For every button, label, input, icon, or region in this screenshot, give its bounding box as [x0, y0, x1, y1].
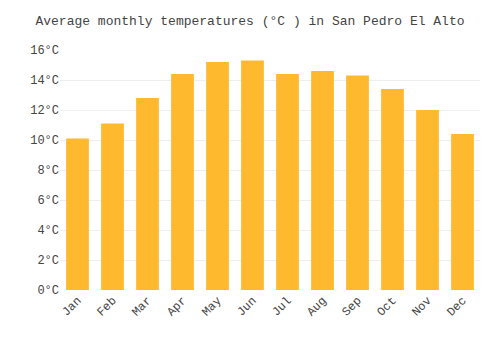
svg-text:Aug: Aug [304, 294, 329, 319]
svg-text:Oct: Oct [374, 294, 399, 319]
svg-text:Jun: Jun [234, 294, 259, 319]
svg-text:Average monthly temperatures (: Average monthly temperatures (°C ) in Sa… [35, 14, 464, 29]
svg-text:Mar: Mar [129, 294, 154, 319]
svg-text:Jan: Jan [59, 294, 84, 319]
svg-text:6°C: 6°C [37, 194, 59, 208]
svg-text:Dec: Dec [444, 294, 469, 319]
svg-text:8°C: 8°C [37, 164, 59, 178]
svg-text:Jul: Jul [269, 294, 294, 319]
svg-text:Nov: Nov [409, 294, 434, 319]
svg-text:16°C: 16°C [30, 44, 59, 58]
svg-text:Apr: Apr [164, 294, 189, 319]
svg-text:4°C: 4°C [37, 224, 59, 238]
svg-text:12°C: 12°C [30, 104, 59, 118]
svg-text:Sep: Sep [339, 294, 364, 319]
svg-text:May: May [199, 294, 224, 319]
svg-text:Feb: Feb [94, 294, 119, 319]
svg-text:0°C: 0°C [37, 284, 59, 298]
svg-text:10°C: 10°C [30, 134, 59, 148]
svg-text:14°C: 14°C [30, 74, 59, 88]
svg-text:2°C: 2°C [37, 254, 59, 268]
